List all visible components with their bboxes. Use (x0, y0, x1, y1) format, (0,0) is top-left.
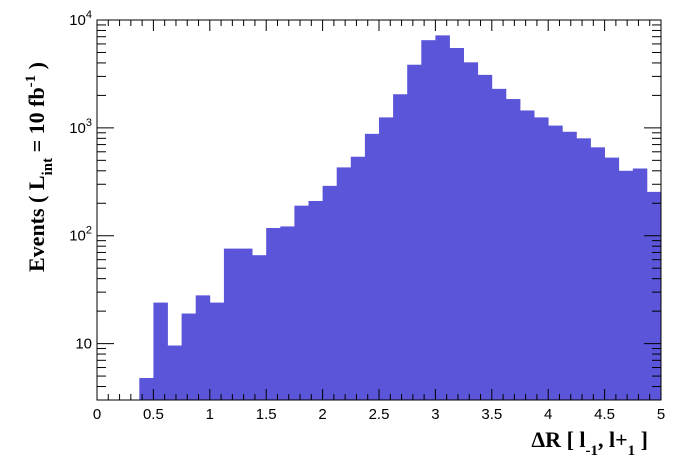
histogram-bar (477, 74, 493, 401)
y-tick-label: 104 (69, 9, 92, 29)
histogram-bar (308, 200, 323, 400)
histogram-bar (379, 117, 394, 400)
y-tick-label: 103 (69, 117, 92, 137)
histogram-bar (491, 88, 507, 400)
histogram-bar (280, 226, 295, 400)
histogram-bar (520, 110, 535, 401)
histogram-bar (153, 302, 168, 400)
x-tick-label: 0.5 (143, 406, 164, 423)
histogram-bar (646, 191, 662, 400)
histogram-bar (294, 205, 309, 400)
y-axis-tick-labels: 10 102 103 104 (69, 9, 92, 353)
x-tick-label: 4 (544, 406, 552, 423)
x-axis-title: ΔR [ l-1, l+1 ] (531, 427, 648, 459)
y-axis-ticks (97, 19, 661, 401)
histogram-bar (266, 227, 281, 400)
histogram-bar (336, 167, 352, 400)
histogram-bar (604, 157, 620, 400)
histogram-bar (195, 295, 211, 400)
histogram-bar (505, 99, 521, 401)
x-tick-label: 1.5 (256, 406, 277, 423)
histogram-bar (350, 156, 366, 400)
x-axis-ticks (96, 20, 662, 400)
histogram-bar (618, 170, 634, 400)
x-tick-label: 2.5 (369, 406, 390, 423)
histogram-bar (548, 125, 563, 400)
y-tick-label: 102 (69, 225, 92, 245)
y-tick-label: 10 (75, 336, 92, 353)
histogram-bar (562, 131, 577, 400)
x-tick-label: 3.5 (481, 406, 502, 423)
histogram-bar (463, 62, 479, 401)
histogram-bar (632, 168, 648, 400)
histogram-bar (238, 248, 253, 400)
histogram-bar (449, 48, 464, 400)
histogram-bar (407, 64, 422, 401)
histogram-bar (364, 133, 380, 400)
histogram-bar (209, 302, 225, 400)
y-axis-title: Events ( Lint = 10 fb-1 ) (23, 62, 56, 272)
histogram-bar (322, 185, 338, 400)
x-tick-label: 4.5 (594, 406, 615, 423)
histogram-bar (421, 40, 436, 401)
histogram-bar (167, 345, 182, 400)
x-tick-label: 5 (657, 406, 665, 423)
histogram-bar (576, 138, 591, 400)
x-axis-tick-labels: 0 0.5 1 1.5 2 2.5 3 3.5 4 4.5 5 (93, 406, 665, 423)
histogram-bar (252, 255, 267, 400)
x-tick-label: 1 (206, 406, 214, 423)
histogram-bar (534, 117, 549, 400)
histogram-bar (223, 248, 239, 400)
histogram-bar (139, 377, 154, 400)
histogram-bar (393, 94, 408, 401)
x-tick-label: 3 (431, 406, 439, 423)
histogram-bar (590, 147, 605, 400)
histogram-bar (435, 35, 450, 400)
x-tick-label: 0 (93, 406, 101, 423)
histogram-bar (181, 313, 197, 400)
x-tick-label: 2 (318, 406, 326, 423)
histogram-bars (139, 35, 662, 401)
